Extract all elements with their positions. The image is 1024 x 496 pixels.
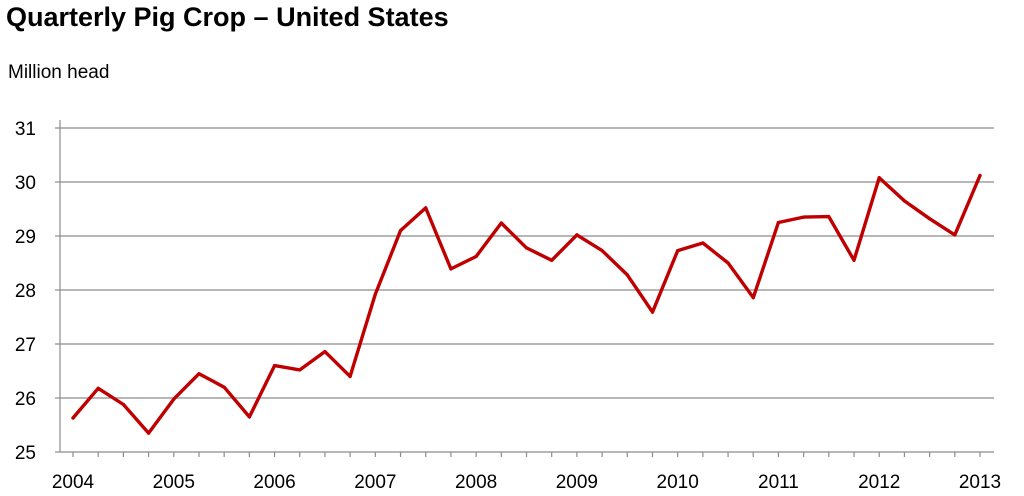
data-point (71, 416, 75, 420)
ytick-label: 27 (15, 335, 36, 356)
data-point (172, 397, 176, 401)
data-point (928, 217, 932, 221)
data-point (524, 246, 529, 250)
data-point (575, 233, 579, 237)
data-point (96, 386, 100, 390)
data-point (121, 402, 125, 407)
xtick-label: 2011 (758, 472, 799, 493)
data-point (373, 292, 377, 296)
data-point (877, 176, 881, 180)
data-point (802, 215, 806, 219)
data-point (726, 261, 730, 265)
ytick-label: 31 (15, 119, 36, 140)
data-point (197, 372, 201, 376)
ytick-label: 30 (15, 173, 36, 194)
data-point (676, 249, 680, 253)
data-point (298, 368, 302, 372)
data-point (348, 374, 352, 378)
y-axis-label: Million head (8, 62, 110, 83)
xtick-label: 2012 (858, 472, 900, 493)
data-point (827, 215, 831, 219)
xtick-label: 2006 (253, 472, 295, 493)
xtick-label: 2010 (657, 472, 699, 493)
data-point (499, 221, 503, 225)
data-point (323, 350, 327, 354)
data-point (398, 229, 403, 233)
data-point (424, 206, 428, 210)
xtick-label: 2007 (354, 472, 396, 493)
data-point (600, 249, 604, 253)
data-point (852, 258, 856, 262)
ytick-label: 29 (15, 227, 36, 248)
data-point (474, 254, 478, 259)
data-point (222, 385, 226, 389)
xtick-label: 2005 (153, 472, 195, 493)
xtick-label: 2004 (52, 472, 95, 493)
data-point (449, 267, 453, 271)
series-line-0 (71, 173, 982, 435)
data-point (978, 173, 982, 178)
data-point (273, 364, 277, 368)
xtick-label: 2008 (455, 472, 497, 493)
data-point (147, 431, 151, 435)
data-point (751, 296, 755, 300)
data-point (902, 199, 907, 203)
data-point (776, 220, 781, 225)
xtick-label: 2013 (959, 472, 1001, 493)
data-point (650, 310, 655, 314)
data-point (625, 273, 629, 277)
data-point (953, 233, 957, 237)
data-point (701, 241, 705, 245)
data-point (550, 258, 554, 262)
ytick-label: 26 (15, 389, 36, 410)
xtick-label: 2009 (556, 472, 598, 493)
chart-title: Quarterly Pig Crop – United States (6, 2, 449, 32)
ytick-label: 25 (15, 443, 36, 464)
data-point (247, 415, 251, 419)
ytick-label: 28 (15, 281, 36, 302)
